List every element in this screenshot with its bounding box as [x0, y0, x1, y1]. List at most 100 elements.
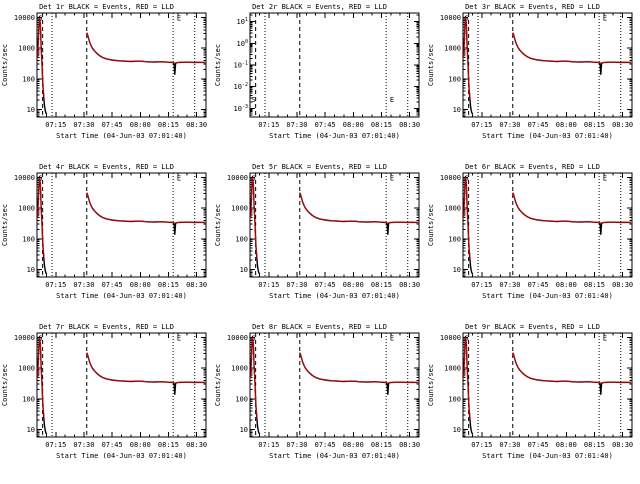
y-tick-label: 1000	[444, 205, 461, 213]
start-marker: S	[252, 175, 256, 183]
lld-line	[250, 337, 258, 421]
y-tick-label: 10000	[440, 14, 461, 22]
x-tick-label: 08:15	[158, 281, 179, 289]
end-marker: E	[603, 15, 607, 23]
y-tick-label: 10-1	[234, 61, 248, 70]
x-axis-label: Start Time (04-Jun-03 07:01:40)	[56, 452, 187, 460]
y-tick-label: 100	[22, 235, 35, 243]
x-tick-label: 08:30	[186, 121, 207, 129]
plot-panel-4: 07:15 07:30 07:45 08:00 08:15 08:30 10 100 1000 1…	[0, 160, 213, 320]
y-tick-label: 10-2	[234, 82, 248, 91]
x-tick-label: 07:30	[286, 281, 307, 289]
y-tick-label: 1000	[444, 365, 461, 373]
y-tick-label: 10000	[14, 14, 35, 22]
x-tick-label: 08:15	[158, 441, 179, 449]
panel-svg: 07:15 07:30 07:45 08:00 08:15 08:30 10 100 1000 1…	[427, 323, 633, 460]
events-line	[86, 32, 206, 76]
y-axis-label: Counts/sec	[1, 44, 9, 86]
plot-panel-1: 07:15 07:30 07:45 08:00 08:15 08:30 10 100 1000 1…	[0, 0, 213, 160]
y-axis-label: Counts/sec	[427, 44, 435, 86]
x-tick-label: 07:30	[499, 121, 520, 129]
y-tick-label: 100	[237, 39, 248, 48]
x-tick-label: 07:45	[315, 121, 336, 129]
x-tick-label: 07:15	[471, 441, 492, 449]
lld-line	[512, 192, 632, 224]
y-tick-label: 100	[22, 395, 35, 403]
x-tick-label: 07:30	[286, 441, 307, 449]
x-axis-label: Start Time (04-Jun-03 07:01:40)	[269, 452, 400, 460]
y-tick-label: 1000	[18, 45, 35, 53]
panel-svg: 07:15 07:30 07:45 08:00 08:15 08:30 10 100 1000 1…	[214, 163, 420, 300]
x-tick-label: 07:45	[528, 121, 549, 129]
start-marker: S	[465, 175, 469, 183]
x-tick-label: 07:45	[528, 281, 549, 289]
plot-panel-2: 07:15 07:30 07:45 08:00 08:15 08:30 101 100 10-1…	[213, 0, 426, 160]
x-tick-label: 07:45	[315, 281, 336, 289]
x-tick-label: 08:30	[612, 121, 633, 129]
y-tick-label: 10000	[14, 174, 35, 182]
x-axis-label: Start Time (04-Jun-03 07:01:40)	[482, 452, 613, 460]
panel-svg: 07:15 07:30 07:45 08:00 08:15 08:30 10 100 1000 1…	[427, 3, 633, 140]
panel-title: Det 5r BLACK = Events, RED = LLD	[252, 163, 387, 171]
y-tick-label: 1000	[18, 365, 35, 373]
events-line	[86, 192, 206, 236]
x-tick-label: 07:45	[102, 121, 123, 129]
x-axis-label: Start Time (04-Jun-03 07:01:40)	[269, 292, 400, 300]
plot-frame	[462, 332, 633, 438]
x-tick-label: 08:00	[130, 121, 151, 129]
y-tick-label: 10	[453, 266, 461, 274]
x-tick-label: 07:15	[45, 121, 66, 129]
panel-title: Det 2r BLACK = Events, RED = LLD	[252, 3, 387, 11]
x-tick-label: 07:15	[258, 281, 279, 289]
lld-line	[299, 192, 419, 224]
end-marker: E	[390, 96, 394, 104]
x-tick-label: 07:45	[102, 281, 123, 289]
events-line	[299, 192, 419, 236]
end-marker: E	[390, 335, 394, 343]
lld-line	[463, 17, 471, 101]
panel-title: Det 4r BLACK = Events, RED = LLD	[39, 163, 174, 171]
x-tick-label: 07:15	[258, 441, 279, 449]
x-axis-label: Start Time (04-Jun-03 07:01:40)	[482, 292, 613, 300]
plot-frame	[462, 12, 633, 118]
x-tick-label: 07:45	[315, 441, 336, 449]
y-axis-label: Counts/sec	[427, 364, 435, 406]
y-tick-label: 10	[27, 106, 35, 114]
x-tick-label: 07:30	[499, 441, 520, 449]
events-line	[299, 352, 419, 396]
x-tick-label: 08:15	[584, 121, 605, 129]
plot-panel-6: 07:15 07:30 07:45 08:00 08:15 08:30 10 100 1000 1…	[426, 160, 639, 320]
y-tick-label: 100	[235, 235, 248, 243]
start-marker: S	[252, 335, 256, 343]
y-axis-label: Counts/sec	[1, 364, 9, 406]
end-marker: E	[603, 175, 607, 183]
y-axis-label: Counts/sec	[214, 204, 222, 246]
lld-line	[37, 337, 45, 421]
x-tick-label: 08:15	[371, 121, 392, 129]
y-tick-label: 1000	[231, 205, 248, 213]
y-tick-label: 101	[237, 17, 248, 26]
lld-line	[299, 352, 419, 384]
start-marker: S	[252, 96, 256, 104]
y-tick-label: 100	[448, 75, 461, 83]
plot-panel-5: 07:15 07:30 07:45 08:00 08:15 08:30 10 100 1000 1…	[213, 160, 426, 320]
lld-line	[86, 32, 206, 64]
start-marker: S	[465, 335, 469, 343]
y-tick-label: 1000	[444, 45, 461, 53]
x-tick-label: 08:00	[343, 281, 364, 289]
x-tick-label: 08:30	[186, 281, 207, 289]
y-tick-label: 100	[448, 235, 461, 243]
x-tick-label: 07:15	[471, 121, 492, 129]
x-tick-label: 08:15	[584, 441, 605, 449]
events-line	[86, 352, 206, 396]
y-axis-label: Counts/sec	[427, 204, 435, 246]
end-marker: E	[603, 335, 607, 343]
x-tick-label: 08:00	[343, 441, 364, 449]
panel-title: Det 3r BLACK = Events, RED = LLD	[465, 3, 600, 11]
events-line	[512, 352, 632, 396]
x-axis-label: Start Time (04-Jun-03 07:01:40)	[56, 292, 187, 300]
x-tick-label: 07:30	[73, 121, 94, 129]
plot-panel-9: 07:15 07:30 07:45 08:00 08:15 08:30 10 100 1000 1…	[426, 320, 639, 480]
y-tick-label: 10000	[227, 334, 248, 342]
plot-panel-3: 07:15 07:30 07:45 08:00 08:15 08:30 10 100 1000 1…	[426, 0, 639, 160]
